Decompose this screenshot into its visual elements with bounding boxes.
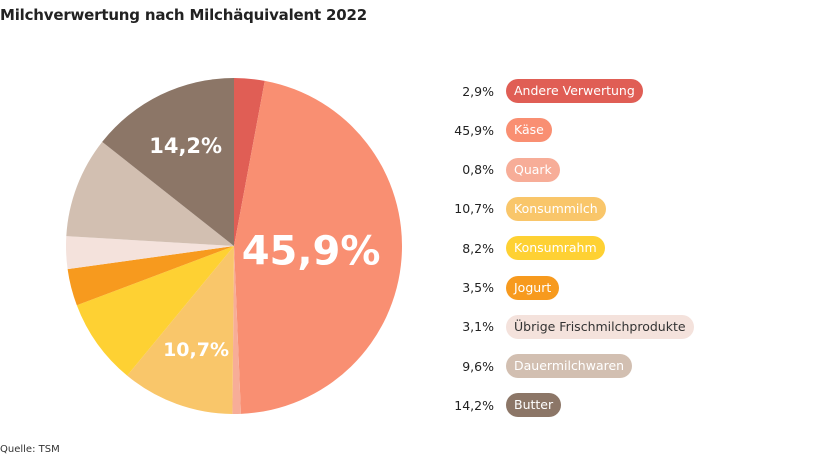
legend-label: Jogurt	[506, 275, 560, 300]
legend-item: 3,1% Übrige Frischmilchprodukte	[440, 314, 694, 339]
pie-chart: 45,9% 10,7% 14,2%	[66, 78, 403, 414]
legend-item: 2,9% Andere Verwertung	[440, 79, 643, 103]
legend-label: Käse	[506, 118, 552, 143]
legend-label: Butter	[506, 393, 562, 418]
legend-item: 9,6% Dauermilchwaren	[440, 354, 633, 379]
legend-value: 3,1%	[462, 319, 494, 335]
legend-value: 2,9%	[462, 83, 494, 99]
pie-slice-quark	[232, 246, 241, 414]
legend-value: 9,6%	[462, 358, 494, 374]
pie-slice-konsumrahm	[76, 246, 234, 376]
slice-value-label: 14,2%	[149, 134, 222, 158]
pie-slice-konsummilch	[127, 246, 234, 414]
legend-label: Andere Verwertung	[506, 79, 643, 103]
pie-slice-jogurt	[67, 246, 234, 306]
legend-value: 0,8%	[462, 162, 494, 178]
pie-slice-käse	[234, 80, 403, 414]
chart-title: Milchverwertung nach Milchäquivalent 202…	[0, 6, 367, 24]
slice-value-label: 10,7%	[163, 339, 229, 361]
pie-slice-übrige-frischmilchprodukte	[66, 236, 234, 270]
pie-slice-butter	[102, 78, 234, 246]
legend-value: 3,5%	[462, 280, 494, 295]
legend-item: 8,2% Konsumrahm	[440, 236, 605, 261]
legend-item: 45,9% Käse	[440, 118, 552, 143]
source-note: Quelle: TSM	[0, 444, 60, 455]
pie-slice-dauermilchwaren	[66, 141, 234, 246]
legend-value: 8,2%	[462, 240, 494, 256]
legend-label: Übrige Frischmilchprodukte	[506, 314, 694, 339]
legend-value: 14,2%	[454, 397, 494, 413]
pie-slice-andere-verwertung	[234, 78, 265, 246]
legend-value: 10,7%	[454, 201, 494, 217]
legend-value: 45,9%	[454, 122, 494, 138]
legend-label: Konsumrahm	[506, 236, 605, 261]
legend-item: 14,2% Butter	[440, 393, 562, 418]
legend-item: 0,8% Quark	[440, 157, 560, 182]
legend-item: 3,5% Jogurt	[440, 275, 560, 300]
legend-label: Quark	[506, 157, 560, 182]
slice-value-label: 45,9%	[242, 229, 381, 275]
legend-label: Konsummilch	[506, 196, 606, 221]
legend: 2,9% Andere Verwertung 45,9% Käse 0,8% Quark 1…	[440, 0, 836, 468]
legend-label: Dauermilchwaren	[506, 354, 633, 379]
legend-item: 10,7% Konsummilch	[440, 196, 606, 221]
